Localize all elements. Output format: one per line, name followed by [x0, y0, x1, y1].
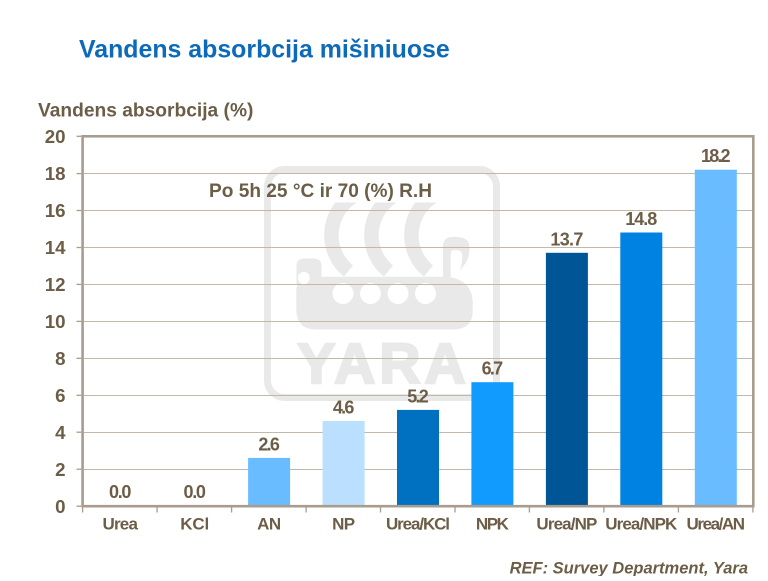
svg-text:6.7: 6.7: [482, 359, 504, 379]
svg-text:REF: Survey Department, Yara: REF: Survey Department, Yara: [510, 559, 748, 576]
svg-text:YARA: YARA: [297, 332, 469, 396]
svg-text:Urea: Urea: [102, 514, 138, 533]
svg-text:Urea/NPK: Urea/NPK: [605, 514, 678, 533]
svg-text:Vandens absorbcija mišiniuose: Vandens absorbcija mišiniuose: [79, 35, 450, 63]
svg-text:18.2: 18.2: [701, 146, 731, 166]
svg-text:5.2: 5.2: [407, 386, 429, 406]
svg-text:2: 2: [55, 459, 65, 480]
svg-text:12: 12: [45, 274, 66, 295]
svg-text:Po 5h 25 °C ir 70 (%) R.H: Po 5h 25 °C ir 70 (%) R.H: [209, 181, 432, 202]
svg-text:13.7: 13.7: [550, 229, 583, 249]
svg-text:0.0: 0.0: [109, 482, 132, 502]
svg-text:8: 8: [55, 348, 65, 369]
svg-text:14: 14: [45, 237, 66, 258]
svg-text:Urea/KCl: Urea/KCl: [386, 514, 450, 533]
svg-text:KCl: KCl: [180, 514, 209, 533]
svg-text:4: 4: [55, 422, 66, 443]
svg-text:NP: NP: [332, 514, 355, 533]
svg-text:20: 20: [45, 126, 66, 147]
svg-text:16: 16: [45, 200, 66, 221]
svg-text:2.6: 2.6: [258, 434, 280, 454]
svg-text:0: 0: [55, 496, 65, 517]
svg-text:4.6: 4.6: [333, 398, 355, 418]
svg-text:NPK: NPK: [476, 514, 510, 533]
svg-text:Vandens absorbcija (%): Vandens absorbcija (%): [38, 101, 253, 122]
svg-text:10: 10: [45, 311, 66, 332]
svg-text:14.8: 14.8: [625, 209, 657, 229]
svg-text:6: 6: [55, 385, 65, 406]
svg-text:Urea/AN: Urea/AN: [687, 514, 746, 533]
svg-text:Urea/NP: Urea/NP: [536, 514, 597, 533]
svg-text:AN: AN: [257, 514, 281, 533]
svg-text:0.0: 0.0: [183, 482, 206, 502]
svg-text:18: 18: [45, 163, 66, 184]
